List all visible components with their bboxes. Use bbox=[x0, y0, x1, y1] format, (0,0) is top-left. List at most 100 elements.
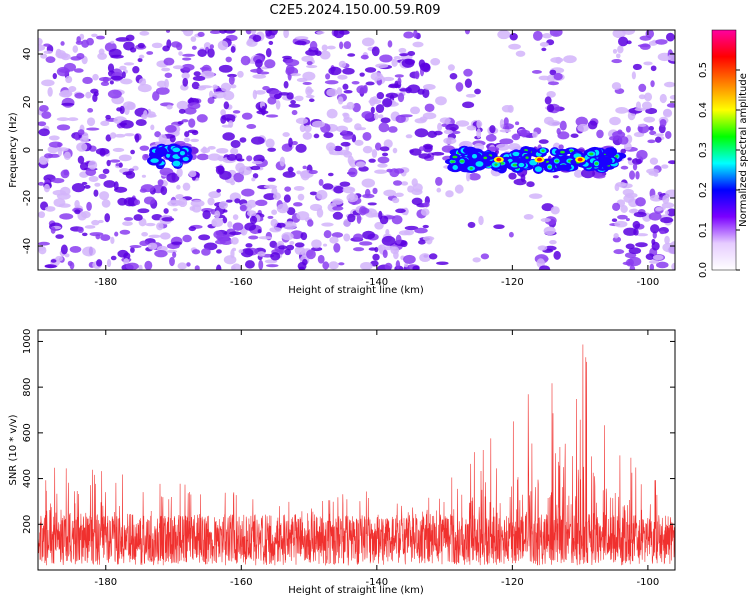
heatmap-cell bbox=[394, 74, 404, 78]
heatmap-cell bbox=[286, 207, 296, 216]
heatmap-cell bbox=[343, 112, 350, 120]
heatmap-cell bbox=[464, 78, 472, 88]
heatmap-cell bbox=[349, 192, 355, 201]
heatmap-cell bbox=[126, 102, 136, 111]
heatmap-cell bbox=[178, 51, 183, 56]
heatmap-cell bbox=[208, 191, 221, 199]
heatmap-cell bbox=[397, 92, 405, 103]
heatmap-cell bbox=[392, 147, 398, 154]
heatmap-cell bbox=[671, 262, 675, 270]
heatmap-cell bbox=[216, 147, 229, 154]
heatmap-cell bbox=[38, 181, 45, 186]
heatmap-cell bbox=[275, 100, 281, 110]
heatmap-cell bbox=[257, 229, 262, 234]
heatmap-cell bbox=[380, 117, 391, 124]
heatmap-cell bbox=[268, 40, 274, 45]
heatmap-cell bbox=[385, 228, 390, 236]
heatmap-cell bbox=[331, 232, 344, 238]
heatmap-cell bbox=[322, 261, 330, 270]
heatmap-cell bbox=[203, 42, 212, 50]
heatmap-cell bbox=[378, 122, 390, 133]
heatmap-cell bbox=[190, 199, 205, 208]
heatmap-cell bbox=[223, 90, 235, 101]
heatmap-cell bbox=[455, 120, 470, 127]
heatmap-cell bbox=[499, 129, 512, 133]
heatmap-cell bbox=[305, 64, 318, 69]
heatmap-cell bbox=[339, 181, 351, 187]
heatmap-cell bbox=[374, 169, 388, 174]
heatmap-cell bbox=[324, 80, 339, 85]
heatmap-cell bbox=[259, 71, 270, 75]
heatmap-cell bbox=[363, 84, 368, 94]
heatmap-cell bbox=[295, 143, 307, 153]
heatmap-cell bbox=[220, 115, 227, 124]
colorbar-tick-label: 0.2 bbox=[698, 182, 709, 198]
heatmap-cell bbox=[649, 157, 659, 165]
heatmap-cell bbox=[139, 145, 150, 151]
heatmap-cell bbox=[445, 123, 459, 132]
heatmap-cell bbox=[614, 220, 628, 228]
heatmap-cell bbox=[339, 41, 344, 50]
colorbar-tick-label: 0.1 bbox=[698, 222, 709, 238]
heatmap-cell bbox=[100, 120, 110, 126]
heatmap-cell bbox=[543, 226, 556, 236]
heatmap-cell bbox=[230, 139, 241, 149]
heatmap-cell bbox=[388, 83, 401, 88]
band-cell bbox=[556, 164, 572, 171]
heatmap-cell bbox=[387, 40, 393, 48]
heatmap-cell bbox=[230, 248, 235, 259]
heatmap-cell bbox=[403, 254, 416, 264]
heatmap-cell bbox=[647, 139, 656, 144]
heatmap-cell bbox=[394, 192, 404, 197]
heatmap-cell bbox=[559, 120, 567, 131]
heatmap-cell bbox=[119, 229, 131, 235]
y-tick-label: 40 bbox=[22, 48, 33, 61]
band-cell bbox=[172, 160, 181, 167]
heatmap-cell bbox=[468, 172, 481, 181]
heatmap-cell bbox=[86, 201, 92, 211]
heatmap-cell bbox=[354, 123, 362, 131]
heatmap-x-label: Height of straight line (km) bbox=[288, 285, 424, 296]
band-cell bbox=[534, 166, 542, 172]
heatmap-cell bbox=[251, 160, 263, 165]
heatmap-cell bbox=[114, 133, 126, 138]
heatmap-cell bbox=[56, 66, 70, 77]
heatmap-cell bbox=[339, 30, 350, 35]
heatmap-cell bbox=[664, 235, 670, 245]
heatmap-cell bbox=[225, 199, 233, 203]
heatmap-cell bbox=[169, 256, 175, 267]
heatmap-cell bbox=[342, 186, 356, 194]
heatmap-cell bbox=[549, 69, 557, 76]
heatmap-cell bbox=[639, 35, 652, 41]
heatmap-cell bbox=[428, 253, 438, 260]
x-tick-label: -180 bbox=[94, 577, 117, 588]
heatmap-cell bbox=[391, 215, 403, 225]
heatmap-cell bbox=[61, 102, 75, 106]
heatmap-cell bbox=[220, 82, 232, 92]
heatmap-cell bbox=[663, 81, 675, 88]
heatmap-cell bbox=[639, 43, 651, 50]
heatmap-cell bbox=[143, 196, 156, 205]
heatmap-cell bbox=[542, 33, 552, 39]
heatmap-cell bbox=[75, 40, 83, 45]
heatmap-cell bbox=[404, 58, 416, 65]
heatmap-cell bbox=[169, 199, 181, 204]
heatmap-cell bbox=[381, 235, 396, 246]
heatmap-cell bbox=[638, 94, 646, 100]
heatmap-cell bbox=[125, 34, 135, 42]
heatmap-cell bbox=[138, 264, 143, 270]
heatmap-cell bbox=[77, 155, 85, 164]
heatmap-cell bbox=[148, 234, 161, 239]
heatmap-cell bbox=[230, 265, 236, 270]
heatmap-cell bbox=[223, 30, 236, 34]
heatmap-cell bbox=[270, 218, 278, 228]
heatmap-cell bbox=[56, 124, 71, 131]
heatmap-cell bbox=[385, 92, 399, 99]
heatmap-cell bbox=[352, 102, 361, 113]
heatmap-cell bbox=[614, 183, 620, 192]
heatmap-cell bbox=[230, 84, 237, 89]
figure-title: C2E5.2024.150.00.59.R09 bbox=[269, 3, 440, 18]
heatmap-cell bbox=[177, 120, 184, 125]
heatmap-cell bbox=[326, 45, 336, 50]
heatmap-cell bbox=[246, 123, 257, 129]
